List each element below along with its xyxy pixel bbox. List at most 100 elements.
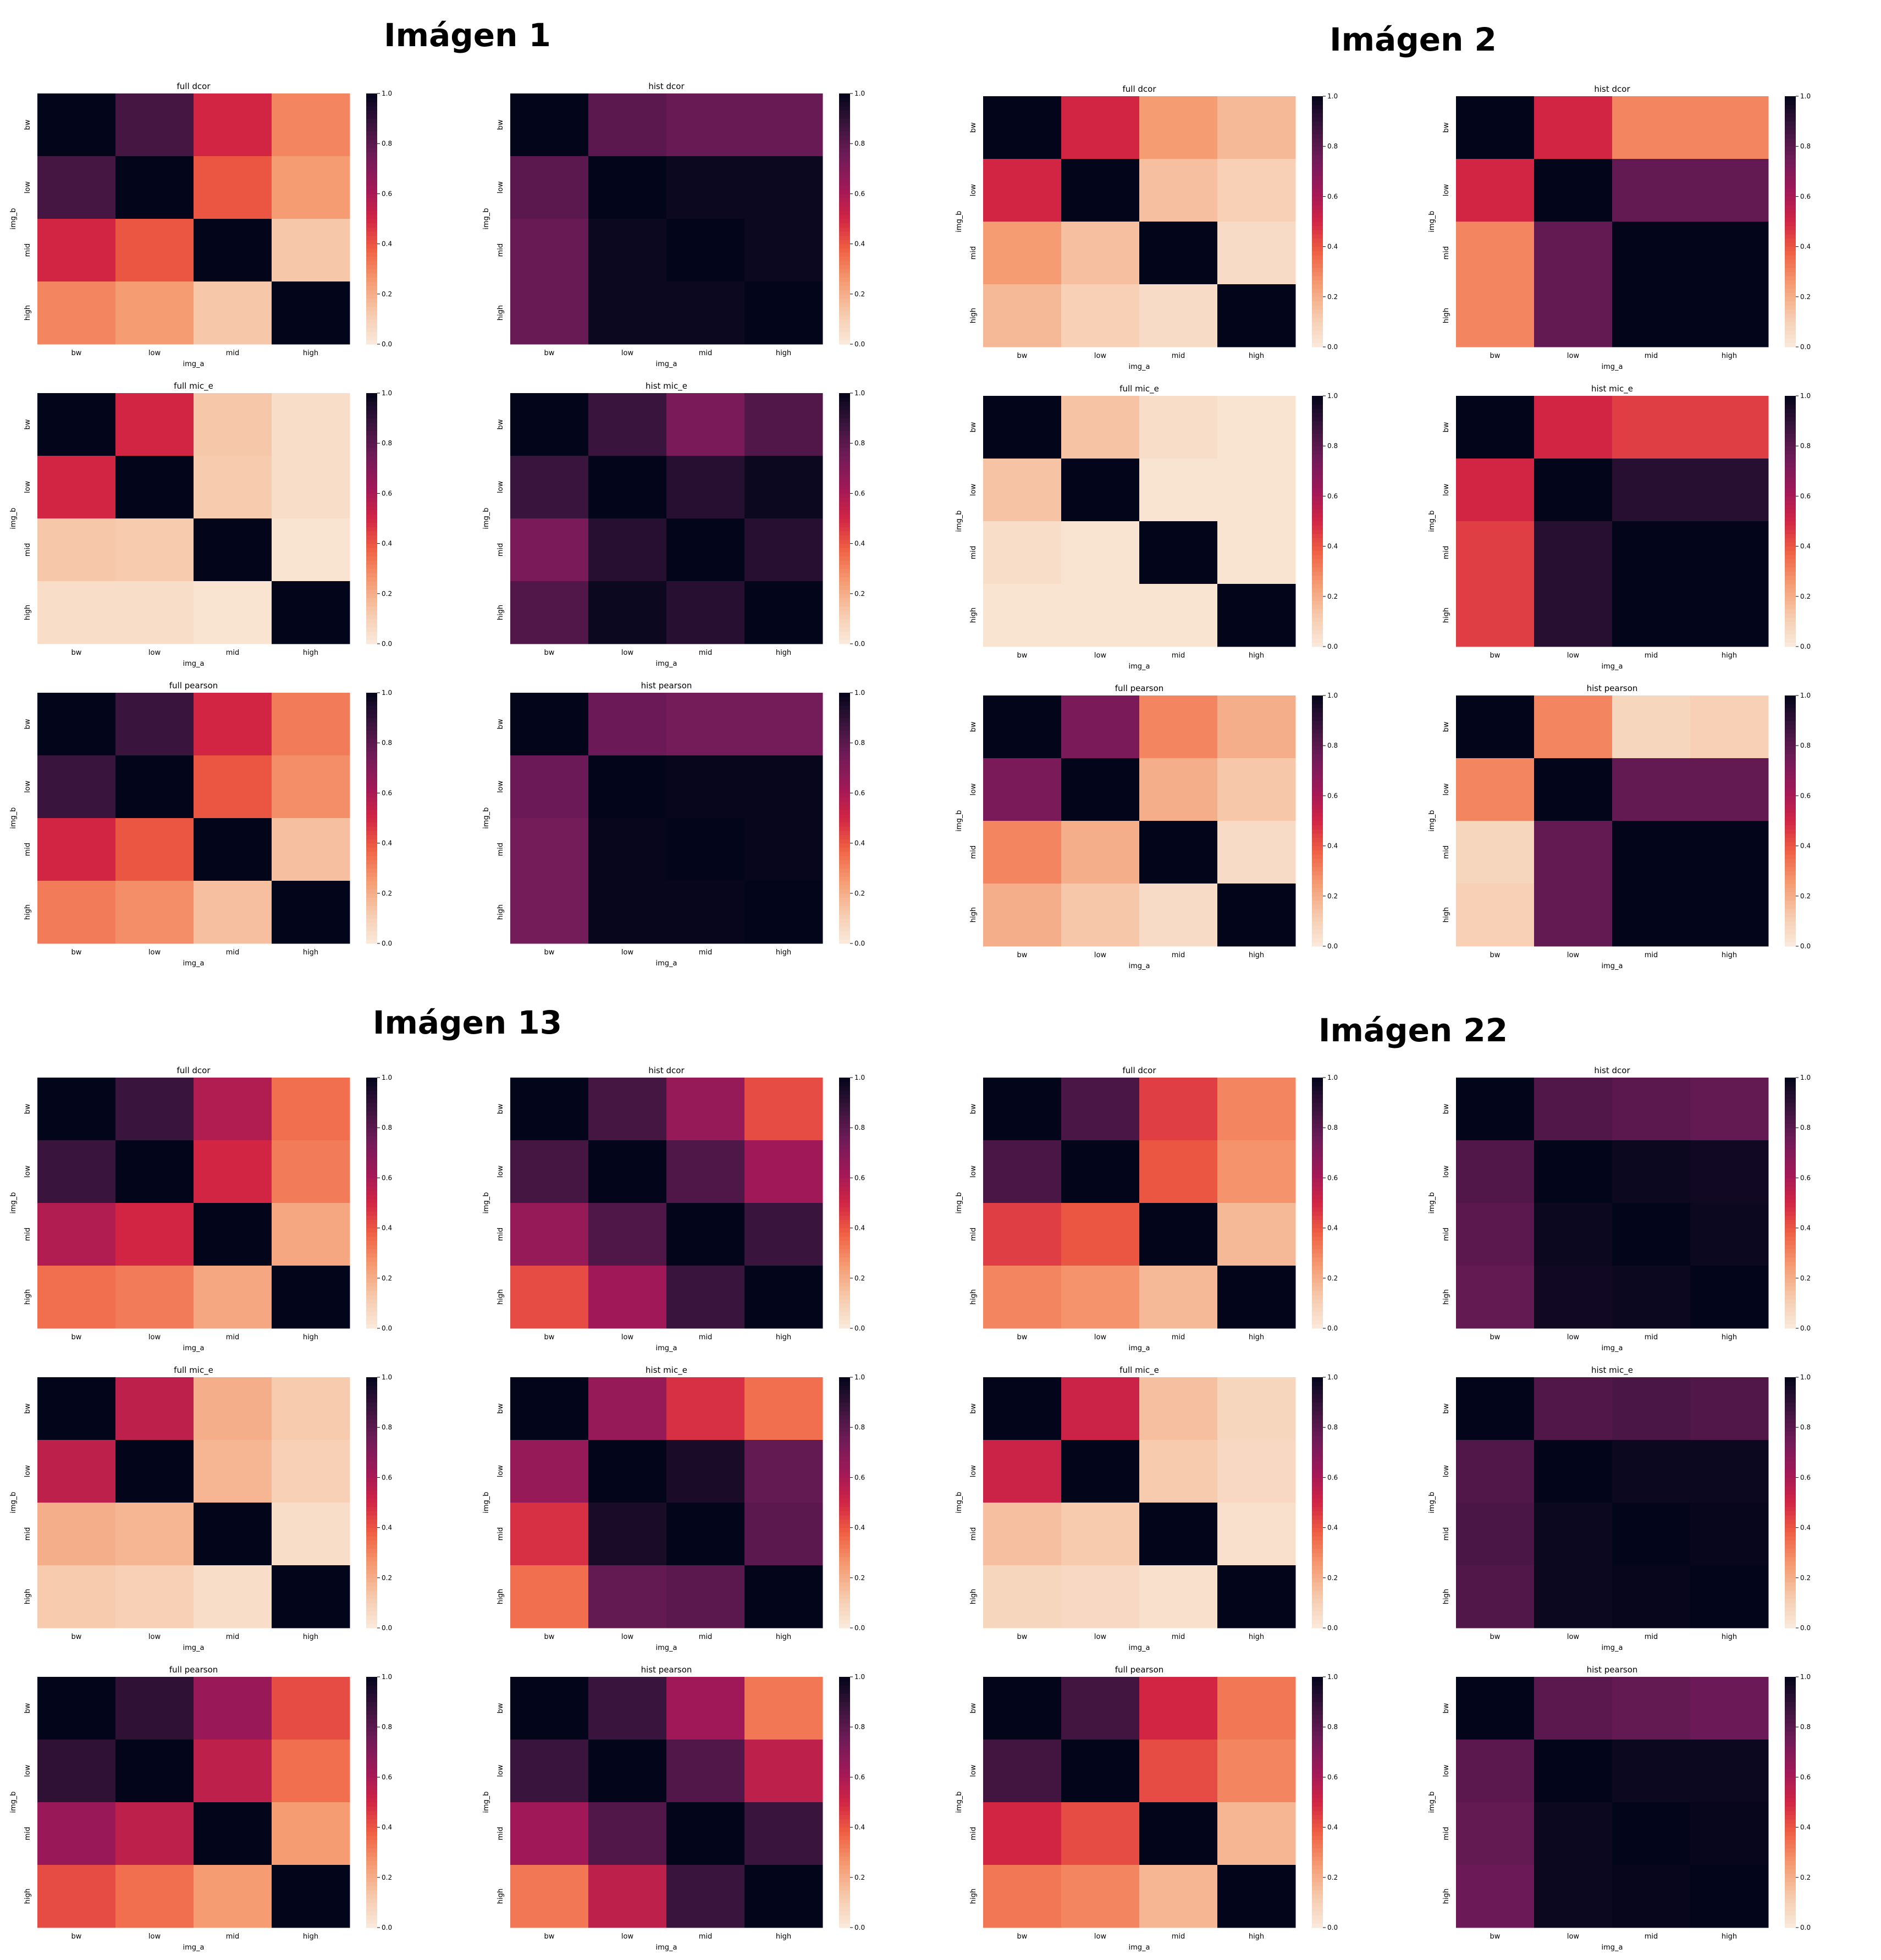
y-tick-label: low: [1442, 1765, 1450, 1777]
heatmap-cell: [37, 818, 116, 881]
colorbar-segment: [366, 219, 377, 224]
colorbar-segment: [1785, 1898, 1796, 1903]
colorbar-segment: [1312, 925, 1323, 930]
heatmap-cell: [1456, 1203, 1535, 1266]
heatmap-cell: [983, 1865, 1062, 1928]
colorbar-segment: [1312, 1269, 1323, 1274]
colorbar-segment: [1785, 699, 1796, 704]
colorbar-segment: [366, 1377, 377, 1382]
colorbar-tick-label: 0.2: [854, 290, 865, 298]
y-axis-label: img_b: [1428, 810, 1436, 831]
colorbar-segment: [839, 1565, 850, 1570]
heatmap-cell: [1061, 1078, 1140, 1141]
x-tick-label: high: [1249, 652, 1264, 660]
colorbar-segment: [1785, 567, 1796, 572]
colorbar-segment: [839, 1777, 850, 1782]
colorbar-segment: [1312, 1165, 1323, 1170]
y-tick-label: bw: [497, 1103, 505, 1114]
colorbar-segment: [1785, 1515, 1796, 1520]
colorbar-segment: [1312, 1685, 1323, 1690]
colorbar-tick-label: 1.0: [1800, 392, 1811, 400]
colorbar-segment: [1312, 280, 1323, 285]
colorbar-tick-label: 1.0: [1800, 92, 1811, 100]
colorbar-segment: [366, 518, 377, 523]
colorbar-segment: [1312, 833, 1323, 838]
colorbar-segment: [1785, 196, 1796, 201]
colorbar-segment: [839, 701, 850, 706]
colorbar-segment: [1785, 222, 1796, 227]
y-tick-label: low: [24, 1166, 32, 1178]
colorbar-segment: [366, 522, 377, 527]
heatmap-cell: [1139, 1140, 1218, 1203]
colorbar-segment: [1785, 846, 1796, 851]
colorbar-segment: [1312, 617, 1323, 622]
heatmap-cell: [1456, 222, 1535, 285]
colorbar-segment: [839, 1436, 850, 1440]
x-tick-label: high: [1722, 1333, 1737, 1341]
colorbar-segment: [839, 1907, 850, 1912]
colorbar-segment: [839, 788, 850, 793]
colorbar-segment: [1312, 1232, 1323, 1237]
colorbar-tick-label: 0.6: [382, 489, 392, 497]
heatmap-panel: full dcor bw low mid high img_a bw low mid high im…: [946, 1067, 1364, 1352]
colorbar-segment: [839, 93, 850, 98]
colorbar-segment: [1785, 737, 1796, 742]
heatmap-cell: [983, 1440, 1062, 1503]
y-tick-label: low: [1442, 1166, 1450, 1178]
heatmap-cell: [744, 1565, 823, 1628]
colorbar-segment: [1312, 517, 1323, 522]
colorbar-segment: [1785, 884, 1796, 888]
heatmap-cell: [115, 518, 194, 582]
x-tick-label: high: [1249, 951, 1264, 959]
colorbar-tick-label: 0.8: [382, 439, 392, 447]
colorbar-segment: [1312, 429, 1323, 434]
x-tick-label: low: [621, 649, 634, 657]
y-tick-label: high: [24, 904, 32, 920]
heatmap-cell: [1139, 758, 1218, 821]
heatmap-cell: [1061, 884, 1140, 947]
colorbar-segment: [839, 1785, 850, 1790]
colorbar-segment: [1312, 1506, 1323, 1511]
colorbar-segment: [839, 935, 850, 940]
y-axis-label: img_b: [9, 507, 18, 529]
colorbar-segment: [1785, 1877, 1796, 1882]
colorbar-segment: [839, 489, 850, 494]
colorbar-segment: [839, 1498, 850, 1503]
colorbar-segment: [1785, 104, 1796, 109]
colorbar-segment: [1312, 117, 1323, 122]
colorbar-segment: [839, 1389, 850, 1394]
heatmap-cell: [1690, 222, 1769, 285]
y-tick-label: low: [497, 481, 505, 494]
colorbar-tick-label: 0.8: [1800, 1423, 1811, 1431]
colorbar-segment: [839, 401, 850, 406]
colorbar-segment: [1312, 1852, 1323, 1857]
colorbar-segment: [839, 1873, 850, 1878]
heatmap-cell: [666, 281, 745, 345]
x-tick-label: low: [621, 349, 634, 357]
colorbar-segment: [1785, 1561, 1796, 1566]
colorbar-segment: [1312, 762, 1323, 767]
colorbar-segment: [366, 730, 377, 735]
colorbar-tick-label: 0.4: [1800, 842, 1811, 850]
colorbar-segment: [366, 602, 377, 607]
x-tick-label: bw: [544, 649, 555, 657]
heatmap-cell: [1217, 1266, 1296, 1329]
colorbar-segment: [366, 1844, 377, 1849]
colorbar-segment: [366, 585, 377, 590]
colorbar-segment: [366, 1473, 377, 1478]
colorbar-segment: [1785, 1078, 1796, 1083]
colorbar-segment: [1785, 1835, 1796, 1840]
heatmap-panel: full mic_e bw low mid high img_a bw low mid high i…: [0, 382, 418, 668]
heatmap-title: hist pearson: [641, 1666, 692, 1675]
heatmap-cell: [588, 1865, 667, 1928]
colorbar-tick-label: 1.0: [382, 389, 392, 397]
colorbar-segment: [366, 1440, 377, 1445]
colorbar-segment: [1785, 1710, 1796, 1715]
colorbar-tick-label: 1.0: [1327, 1373, 1338, 1381]
colorbar-segment: [1785, 1119, 1796, 1124]
colorbar-segment: [1312, 188, 1323, 193]
x-tick-label: low: [1567, 1933, 1580, 1941]
colorbar-segment: [1312, 842, 1323, 847]
colorbar-segment: [366, 548, 377, 553]
